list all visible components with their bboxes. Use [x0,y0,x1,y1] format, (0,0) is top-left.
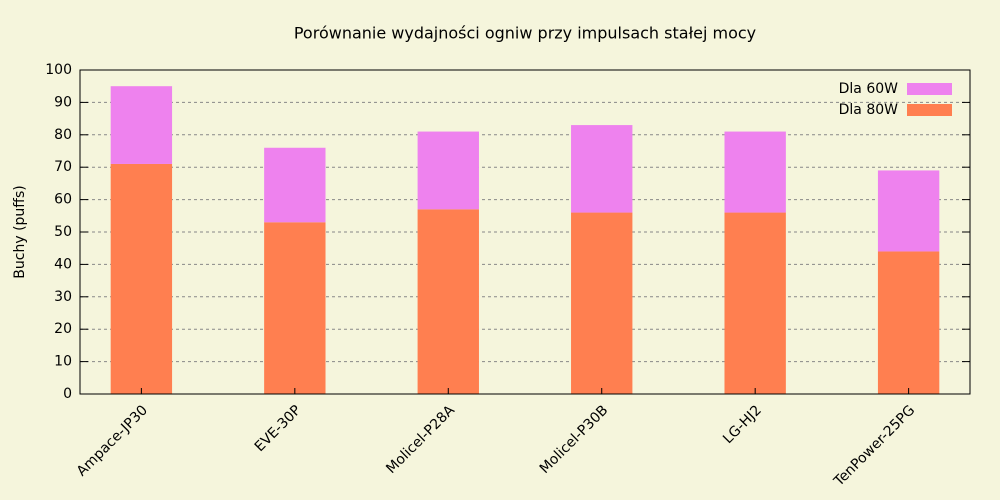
bar-segment [571,212,633,394]
y-tick-label: 80 [54,127,72,143]
y-tick-label: 30 [54,289,72,305]
legend-label: Dla 60W [839,81,899,97]
y-tick-label: 40 [54,256,72,272]
chart-title: Porównanie wydajności ogniw przy impulsa… [294,24,756,43]
legend-swatch [907,104,952,116]
y-axis-label: Buchy (puffs) [12,185,28,278]
y-tick-label: 0 [63,386,72,402]
bar-segment [417,209,479,394]
y-tick-label: 20 [54,321,72,337]
bar-segment [877,170,940,252]
bar-segment [264,222,326,394]
y-tick-label: 60 [54,192,72,208]
legend-swatch [907,83,952,95]
y-tick-label: 100 [45,62,72,78]
bar-segment [110,86,173,164]
y-tick-label: 10 [54,354,72,370]
bar-segment [724,212,786,394]
y-tick-label: 90 [54,94,72,110]
bar-segment [417,131,479,210]
bar-segment [110,163,173,394]
bar-segment [724,131,786,213]
legend-label: Dla 80W [839,102,899,118]
y-tick-label: 70 [54,159,72,175]
plot-frame [79,69,971,395]
y-tick-label: 50 [54,224,72,240]
bar-segment [264,147,326,223]
bar-segment [877,251,940,394]
bar-segment [571,125,633,213]
